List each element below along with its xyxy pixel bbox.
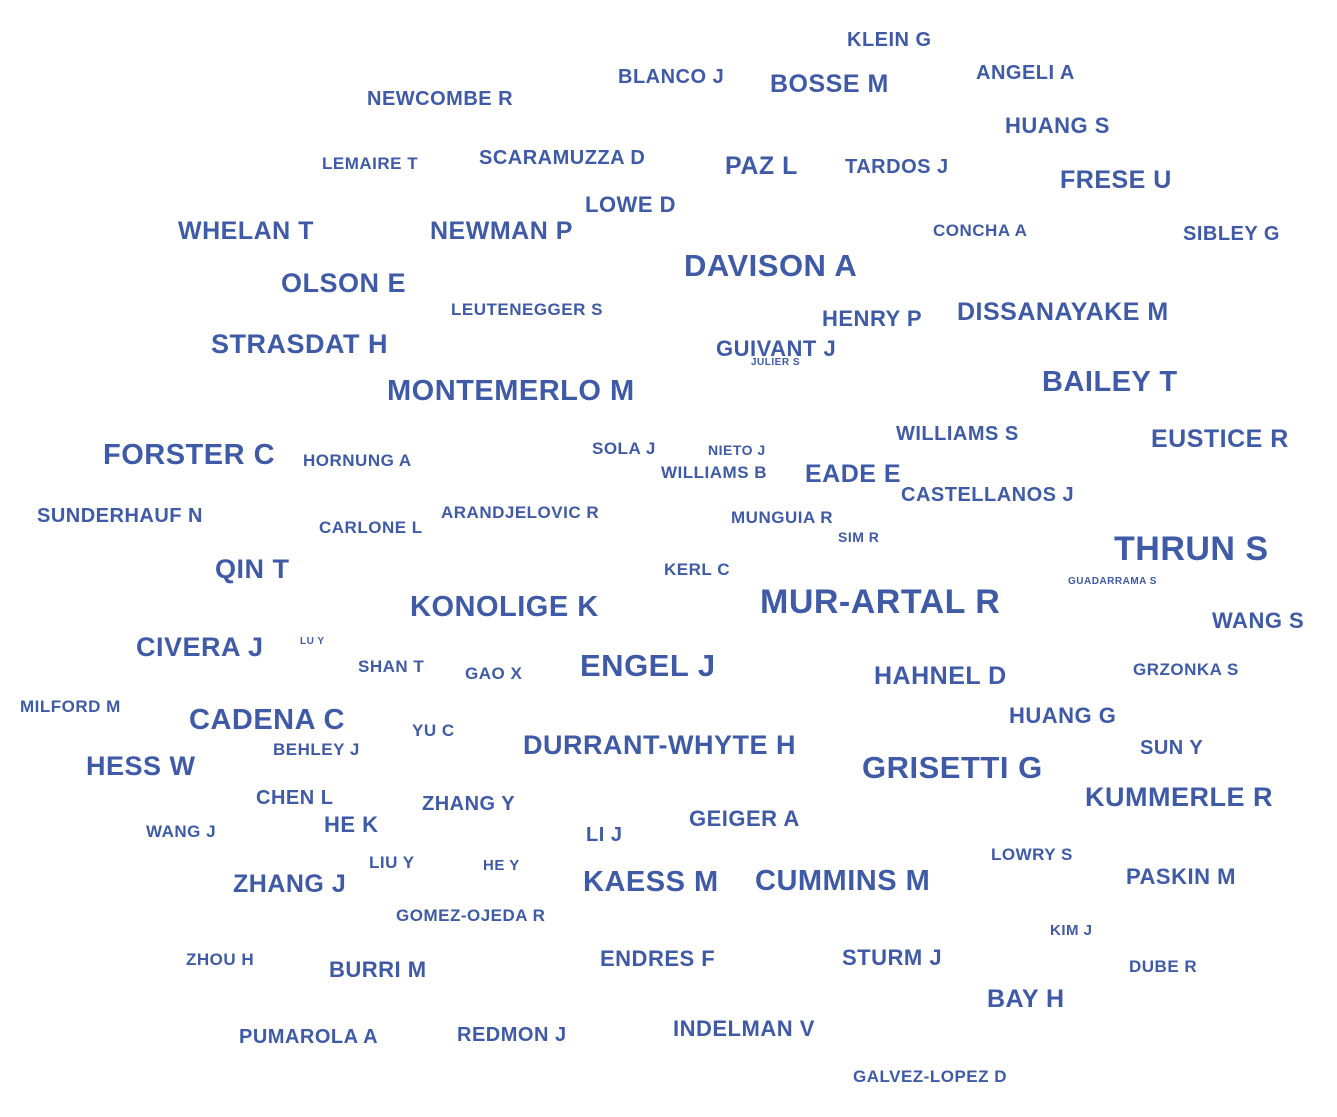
word-geiger-a: GEIGER A (689, 806, 800, 831)
word-forster-c: FORSTER C (103, 439, 276, 471)
word-yu-c: YU C (412, 721, 455, 740)
word-whelan-t: WHELAN T (178, 217, 314, 245)
word-wang-j: WANG J (146, 822, 217, 841)
word-endres-f: ENDRES F (600, 946, 716, 971)
word-shan-t: SHAN T (358, 657, 425, 676)
word-julier-s: JULIER S (751, 357, 801, 368)
word-sun-y: SUN Y (1140, 737, 1204, 759)
word-strasdat-h: STRASDAT H (211, 329, 388, 359)
word-eade-e: EADE E (805, 460, 902, 488)
word-he-y: HE Y (483, 857, 520, 874)
word-engel-j: ENGEL J (580, 648, 716, 683)
word-huang-g: HUANG G (1009, 703, 1117, 728)
word-guadarrama-s: GUADARRAMA S (1068, 576, 1157, 587)
word-zhang-y: ZHANG Y (422, 793, 516, 815)
word-galvez-lopez-d: GALVEZ-LOPEZ D (853, 1067, 1008, 1086)
word-williams-b: WILLIAMS B (661, 463, 768, 482)
word-milford-m: MILFORD M (20, 697, 121, 716)
word-lu-y: LU Y (300, 636, 325, 647)
word-cummins-m: CUMMINS M (755, 865, 931, 897)
word-paskin-m: PASKIN M (1126, 864, 1236, 889)
word-li-j: LI J (586, 824, 623, 846)
word-pumarola-a: PUMAROLA A (239, 1026, 379, 1048)
word-frese-u: FRESE U (1060, 166, 1172, 194)
word-montemerlo-m: MONTEMERLO M (387, 375, 635, 407)
word-henry-p: HENRY P (822, 306, 923, 331)
word-durrant-whyte-h: DURRANT-WHYTE H (523, 730, 796, 760)
word-hess-w: HESS W (86, 751, 196, 781)
word-kaess-m: KAESS M (583, 866, 719, 898)
word-angeli-a: ANGELI A (976, 62, 1075, 84)
word-klein-g: KLEIN G (847, 29, 932, 51)
word-concha-a: CONCHA A (933, 221, 1028, 240)
word-kim-j: KIM J (1050, 922, 1093, 939)
word-dube-r: DUBE R (1129, 957, 1198, 976)
word-hahnel-d: HAHNEL D (874, 662, 1007, 690)
word-gao-x: GAO X (465, 664, 523, 683)
word-qin-t: QIN T (215, 554, 290, 584)
word-sturm-j: STURM J (842, 945, 943, 970)
word-lowe-d: LOWE D (585, 192, 676, 217)
word-leutenegger-s: LEUTENEGGER S (451, 300, 603, 319)
word-mur-artal-r: MUR-ARTAL R (760, 583, 1001, 621)
word-konolige-k: KONOLIGE K (410, 591, 599, 623)
word-guivant-j: GUIVANT J (716, 336, 837, 361)
word-bosse-m: BOSSE M (770, 70, 889, 98)
word-he-k: HE K (324, 812, 379, 837)
word-thrun-s: THRUN S (1114, 530, 1269, 568)
word-liu-y: LIU Y (369, 853, 415, 872)
word-davison-a: DAVISON A (684, 248, 858, 283)
word-castellanos-j: CASTELLANOS J (901, 484, 1075, 506)
word-nieto-j: NIETO J (708, 442, 766, 458)
word-civera-j: CIVERA J (136, 632, 264, 662)
word-sim-r: SIM R (838, 529, 880, 545)
word-behley-j: BEHLEY J (273, 740, 360, 759)
word-grisetti-g: GRISETTI G (862, 750, 1043, 785)
word-arandjelovic-r: ARANDJELOVIC R (441, 503, 600, 522)
word-newcombe-r: NEWCOMBE R (367, 88, 514, 110)
word-olson-e: OLSON E (281, 268, 407, 298)
word-eustice-r: EUSTICE R (1151, 425, 1289, 453)
word-bay-h: BAY H (987, 985, 1065, 1013)
word-paz-l: PAZ L (725, 152, 798, 180)
word-sunderhauf-n: SUNDERHAUF N (37, 505, 203, 527)
word-grzonka-s: GRZONKA S (1133, 660, 1239, 679)
word-bailey-t: BAILEY T (1042, 366, 1178, 398)
word-williams-s: WILLIAMS S (896, 423, 1019, 445)
word-indelman-v: INDELMAN V (673, 1016, 815, 1041)
word-carlone-l: CARLONE L (319, 518, 423, 537)
word-tardos-j: TARDOS J (845, 156, 949, 178)
word-munguia-r: MUNGUIA R (731, 508, 834, 527)
word-newman-p: NEWMAN P (430, 217, 573, 245)
word-huang-s: HUANG S (1005, 113, 1110, 138)
word-gomez-ojeda-r: GOMEZ-OJEDA R (396, 906, 546, 925)
word-kummerle-r: KUMMERLE R (1085, 782, 1273, 812)
word-redmon-j: REDMON J (457, 1024, 567, 1046)
word-scaramuzza-d: SCARAMUZZA D (479, 147, 646, 169)
word-cadena-c: CADENA C (189, 704, 345, 736)
word-blanco-j: BLANCO J (618, 66, 725, 88)
word-sola-j: SOLA J (592, 439, 656, 458)
word-lowry-s: LOWRY S (991, 845, 1073, 864)
word-wang-s: WANG S (1212, 608, 1305, 633)
word-chen-l: CHEN L (256, 787, 334, 809)
word-lemaire-t: LEMAIRE T (322, 154, 419, 173)
word-zhou-h: ZHOU H (186, 950, 255, 969)
word-hornung-a: HORNUNG A (303, 451, 412, 470)
word-kerl-c: KERL C (664, 560, 730, 579)
word-dissanayake-m: DISSANAYAKE M (957, 298, 1169, 326)
word-zhang-j: ZHANG J (233, 870, 347, 898)
word-sibley-g: SIBLEY G (1183, 223, 1280, 245)
word-burri-m: BURRI M (329, 957, 427, 982)
